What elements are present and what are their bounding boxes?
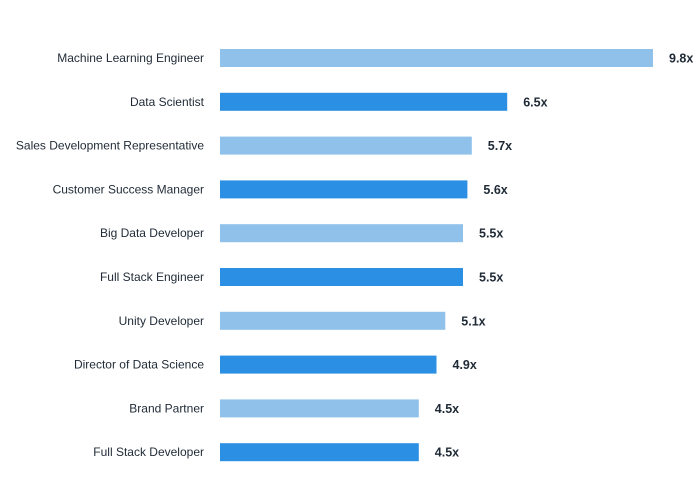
bar-8	[220, 355, 437, 374]
category-label: Full Stack Engineer	[100, 270, 204, 284]
value-label: 5.7x	[488, 139, 512, 153]
value-label: 5.5x	[479, 271, 503, 285]
value-label: 4.9x	[453, 358, 477, 372]
bar-3	[220, 136, 472, 155]
category-label: Full Stack Developer	[93, 445, 204, 459]
value-label: 4.5x	[435, 446, 459, 460]
bar-4	[220, 180, 468, 199]
value-label: 4.5x	[435, 402, 459, 416]
bar-2	[220, 92, 508, 111]
value-labels-group: 9.8x 6.5x 5.7x 5.6x 5.5x 5.5x 5.1x 4.9x 4.5x 4.5x	[435, 52, 694, 460]
category-label: Unity Developer	[119, 314, 204, 328]
value-label: 5.5x	[479, 227, 503, 241]
category-labels-group: Machine Learning Engineer Data Scientist S…	[16, 51, 205, 459]
category-label: Sales Development Representative	[16, 139, 204, 153]
category-label: Big Data Developer	[100, 226, 204, 240]
bars-group	[220, 49, 653, 462]
value-label: 9.8x	[669, 52, 693, 66]
category-label: Customer Success Manager	[53, 182, 204, 196]
category-label: Director of Data Science	[74, 358, 204, 372]
bar-7	[220, 311, 446, 330]
value-label: 5.6x	[483, 183, 507, 197]
bar-1	[220, 49, 653, 67]
category-label: Data Scientist	[130, 95, 205, 109]
value-label: 5.1x	[461, 314, 485, 328]
bar-5	[220, 224, 463, 243]
bar-9	[220, 399, 419, 418]
bar-10	[220, 443, 419, 462]
value-label: 6.5x	[523, 95, 547, 109]
category-label: Brand Partner	[129, 401, 204, 415]
bar-6	[220, 268, 463, 286]
category-label: Machine Learning Engineer	[57, 51, 204, 65]
